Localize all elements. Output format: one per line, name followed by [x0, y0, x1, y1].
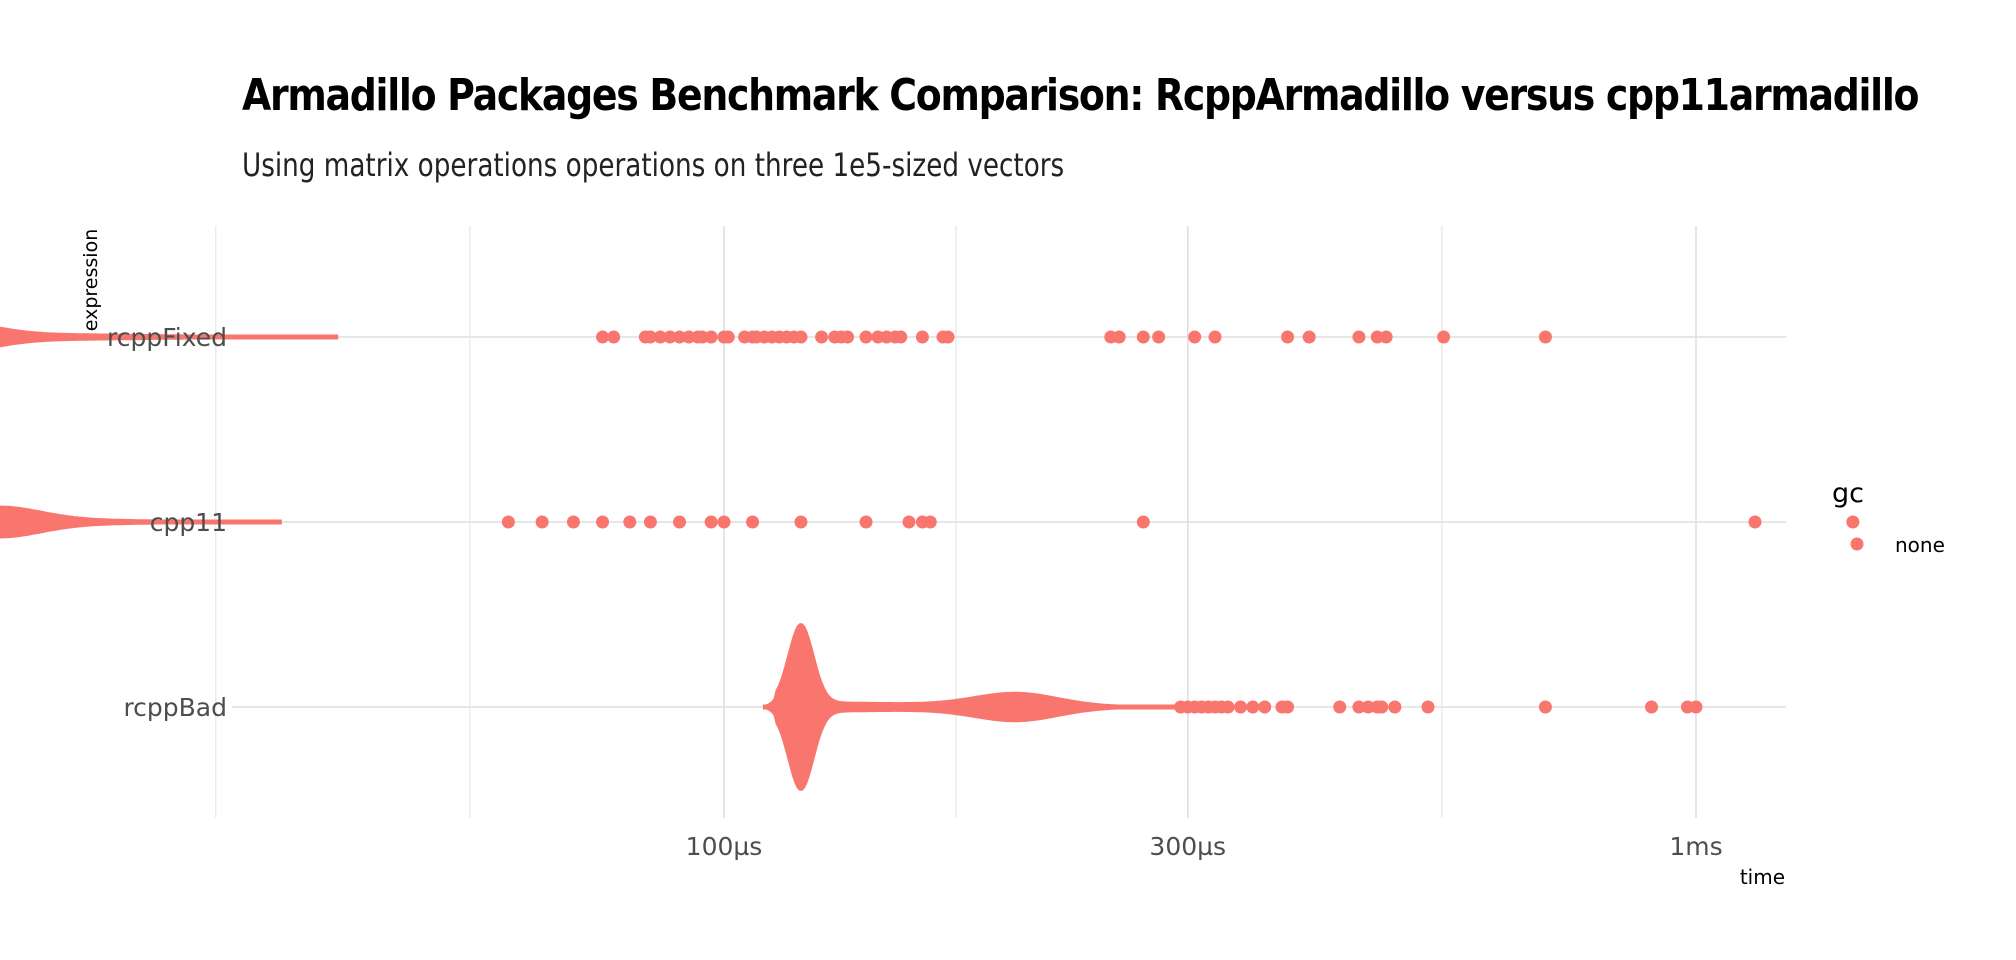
x-tick-label: 1ms: [1669, 832, 1722, 861]
legend: gc none: [1832, 478, 1945, 557]
point-rcppFixed: [721, 330, 735, 344]
point-rcppFixed: [1538, 330, 1552, 344]
point-rcppFixed: [1379, 330, 1393, 344]
point-rcppFixed: [704, 330, 718, 344]
point-cpp11: [923, 515, 937, 529]
point-rcppFixed: [1437, 330, 1451, 344]
y-tick-label-rcppBad: rcppBad: [123, 693, 227, 722]
point-cpp11: [794, 515, 808, 529]
legend-label-none: none: [1895, 533, 1945, 557]
point-rcppFixed: [815, 330, 829, 344]
violin-rcppBad: [762, 623, 1189, 791]
y-tick-label-cpp11: cpp11: [150, 508, 227, 537]
chart-subtitle: Using matrix operations operations on th…: [242, 146, 1065, 184]
point-rcppBad: [1221, 700, 1235, 714]
point-cpp11: [859, 515, 873, 529]
point-rcppFixed: [596, 330, 610, 344]
point-cpp11: [501, 515, 515, 529]
point-rcppFixed: [1152, 330, 1166, 344]
point-rcppFixed: [653, 330, 667, 344]
point-cpp11: [746, 515, 760, 529]
violin-cpp11: [0, 505, 282, 539]
x-tick-label: 300µs: [1149, 832, 1226, 861]
point-rcppBad: [1352, 700, 1366, 714]
point-rcppFixed: [1208, 330, 1222, 344]
point-rcppBad: [1645, 700, 1659, 714]
point-rcppFixed: [794, 330, 808, 344]
x-axis-ticks: 100µs 300µs 1ms: [686, 832, 1723, 861]
violin-rcppFixed: [0, 326, 339, 348]
point-rcppBad: [1258, 700, 1272, 714]
point-rcppFixed: [1352, 330, 1366, 344]
point-cpp11: [535, 515, 549, 529]
y-axis-ticks: rcppFixed cpp11 rcppBad: [107, 323, 227, 722]
point-cpp11: [566, 515, 580, 529]
legend-key-none: [1850, 537, 1864, 551]
x-axis-title: time: [1740, 865, 1785, 889]
point-rcppBad: [1333, 700, 1347, 714]
y-axis-title: expression: [80, 229, 102, 332]
point-rcppFixed: [682, 330, 696, 344]
point-cpp11: [596, 515, 610, 529]
point-cpp11: [1136, 515, 1150, 529]
point-rcppFixed: [894, 330, 908, 344]
point-cpp11: [902, 515, 916, 529]
point-cpp11: [643, 515, 657, 529]
point-rcppFixed: [941, 330, 955, 344]
point-rcppFixed: [1370, 330, 1384, 344]
point-rcppBad: [1689, 700, 1703, 714]
point-rcppBad: [1375, 700, 1389, 714]
point-rcppFixed: [915, 330, 929, 344]
point-rcppFixed: [1188, 330, 1202, 344]
point-rcppFixed: [841, 330, 855, 344]
point-cpp11: [1748, 515, 1762, 529]
x-tick-label: 100µs: [686, 832, 763, 861]
point-rcppBad: [1281, 700, 1295, 714]
point-cpp11: [623, 515, 637, 529]
point-rcppFixed: [859, 330, 873, 344]
point-rcppBad: [1234, 700, 1248, 714]
point-rcppFixed: [1302, 330, 1316, 344]
point-rcppBad: [1246, 700, 1260, 714]
point-rcppFixed: [673, 330, 687, 344]
point-rcppBad: [1421, 700, 1435, 714]
point-rcppFixed: [1281, 330, 1295, 344]
point-cpp11: [717, 515, 731, 529]
point-rcppFixed: [1112, 330, 1126, 344]
point-cpp11: [704, 515, 718, 529]
chart-title: Armadillo Packages Benchmark Comparison:…: [242, 70, 1920, 121]
point-rcppBad: [1361, 700, 1375, 714]
point-rcppBad: [1538, 700, 1552, 714]
point-cpp11: [673, 515, 687, 529]
point-cpp11: [1846, 515, 1860, 529]
y-tick-label-rcppFixed: rcppFixed: [107, 323, 227, 352]
legend-title: gc: [1832, 478, 1864, 509]
point-rcppFixed: [607, 330, 621, 344]
outlier-points: [501, 330, 1860, 714]
point-rcppBad: [1388, 700, 1402, 714]
point-rcppFixed: [663, 330, 677, 344]
point-rcppFixed: [1136, 330, 1150, 344]
point-rcppFixed: [643, 330, 657, 344]
